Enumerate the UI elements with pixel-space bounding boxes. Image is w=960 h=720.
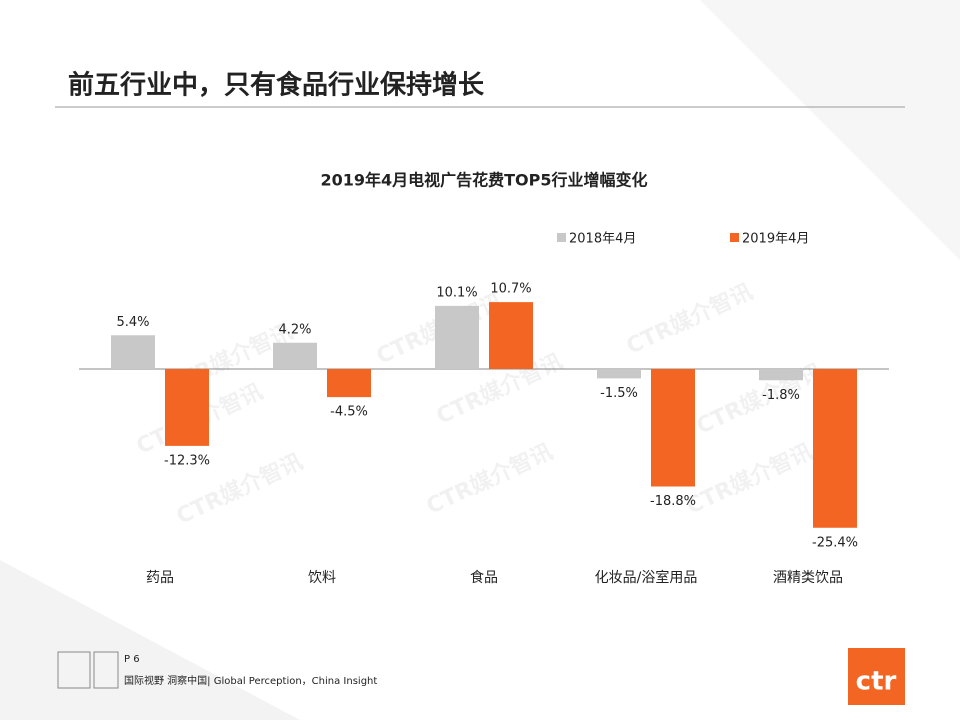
- legend-swatch: [557, 233, 566, 242]
- legend-label: 2018年4月: [569, 232, 636, 247]
- x-tick-label: 药品: [146, 570, 174, 586]
- value-label: 5.4%: [116, 315, 149, 330]
- logo-box: [848, 648, 905, 705]
- footer-slogan: 国际视野 洞察中国| Global Perception，China Insig…: [124, 674, 377, 687]
- background-shape: [700, 0, 960, 260]
- x-tick-label: 食品: [470, 569, 498, 586]
- watermark: CTR媒介智讯: [682, 439, 816, 520]
- value-label: -4.5%: [330, 405, 368, 420]
- bar: [489, 302, 533, 369]
- bar: [165, 369, 209, 446]
- logo-text: ctr: [856, 667, 897, 697]
- x-tick-label: 饮料: [308, 570, 336, 586]
- bar: [813, 369, 857, 528]
- slide-title: 前五行业中，只有食品行业保持增长: [68, 70, 485, 101]
- value-label: -18.8%: [650, 494, 696, 509]
- bar: [597, 369, 641, 379]
- x-tick-label: 化妆品/浴室用品: [595, 569, 698, 586]
- bar: [435, 305, 479, 369]
- chart-title: 2019年4月电视广告花费TOP5行业增幅变化: [320, 171, 647, 190]
- bar: [111, 335, 155, 369]
- x-tick-label: 酒精类饮品: [773, 570, 843, 586]
- bar: [651, 369, 695, 487]
- bar: [273, 342, 317, 369]
- bar: [759, 369, 803, 381]
- value-label: 10.1%: [436, 285, 477, 300]
- value-label: -12.3%: [164, 453, 210, 468]
- value-label: -1.5%: [600, 386, 638, 401]
- value-label: 10.7%: [490, 282, 531, 297]
- legend-label: 2019年4月: [742, 232, 809, 247]
- value-label: -1.8%: [762, 388, 800, 403]
- page-number: P 6: [124, 654, 140, 665]
- value-label: -25.4%: [812, 535, 858, 550]
- background-shape: [0, 560, 300, 720]
- watermark: CTR媒介智讯: [422, 439, 556, 520]
- bar: [327, 369, 371, 398]
- cert-logo: [93, 651, 119, 689]
- cert-logo: [57, 651, 91, 689]
- legend-swatch: [730, 233, 739, 242]
- value-label: 4.2%: [278, 322, 311, 337]
- watermark: CTR媒介智讯: [622, 279, 756, 360]
